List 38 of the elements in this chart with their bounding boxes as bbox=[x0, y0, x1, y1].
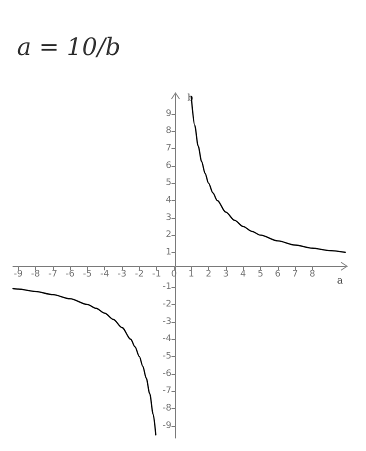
x-tick-label: 2 bbox=[206, 270, 212, 280]
x-tick-label: -9 bbox=[14, 270, 23, 280]
y-tick-label: 3 bbox=[166, 212, 172, 223]
y-tick-label: -4 bbox=[162, 334, 172, 344]
x-tick-label: -7 bbox=[48, 270, 58, 280]
y-tick-label: 8 bbox=[166, 126, 172, 136]
x-tick-label: -1 bbox=[152, 270, 162, 280]
x-tick-label: 3 bbox=[222, 270, 229, 280]
line-series bbox=[12, 288, 156, 436]
x-tick-label: -6 bbox=[66, 270, 75, 280]
y-tick-label: -7 bbox=[162, 386, 172, 396]
y-tick-label: 9 bbox=[166, 108, 172, 119]
x-tick-label: -4 bbox=[100, 270, 110, 280]
x-tick-label: 7 bbox=[292, 270, 298, 280]
y-tick-label: -1 bbox=[162, 282, 172, 292]
x-tick-label: 6 bbox=[274, 270, 281, 280]
x-tick-label: -2 bbox=[134, 270, 144, 280]
y-tick-label: -9 bbox=[162, 420, 172, 431]
x-tick-label: 5 bbox=[258, 270, 264, 280]
x-tick-label: -3 bbox=[118, 270, 127, 280]
x-tick-label: 8 bbox=[310, 270, 316, 280]
x-tick-label: 1 bbox=[188, 270, 194, 280]
y-tick-label: 1 bbox=[166, 247, 172, 258]
y-tick-label: 4 bbox=[166, 195, 172, 206]
y-tick-label: 6 bbox=[166, 160, 172, 171]
x-axis-title: a bbox=[337, 276, 343, 287]
y-tick-label: 5 bbox=[166, 178, 172, 188]
x-tick-label: -8 bbox=[31, 270, 40, 280]
y-tick-label: -8 bbox=[162, 404, 172, 414]
y-tick-label: -5 bbox=[162, 352, 172, 362]
y-tick-label: 2 bbox=[166, 230, 172, 240]
y-tick-label: 7 bbox=[166, 143, 172, 154]
y-tick-label: -3 bbox=[162, 316, 172, 327]
y-tick-label: -6 bbox=[162, 368, 172, 379]
y-tick-label: -2 bbox=[162, 300, 172, 310]
x-tick-label: 4 bbox=[240, 270, 246, 280]
x-tick-label: -5 bbox=[82, 270, 92, 280]
chart-title: a = 10/b bbox=[17, 33, 121, 61]
